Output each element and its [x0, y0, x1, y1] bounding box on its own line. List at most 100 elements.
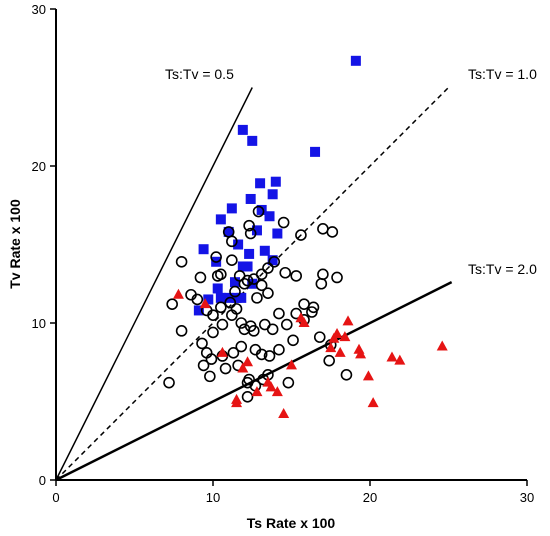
data-point-circle [205, 353, 218, 365]
data-point-circle [194, 271, 207, 284]
data-point-square [251, 225, 262, 236]
data-point-circle [235, 340, 248, 353]
data-point-triangle [237, 362, 249, 373]
data-point-circle [229, 285, 241, 298]
data-point-circle [273, 307, 285, 320]
y-tick-label: 20 [32, 159, 46, 174]
axis-ticks: 0 10 20 30 0 10 20 30 [32, 2, 535, 505]
data-point-circle [282, 376, 295, 389]
data-point-triangle [342, 315, 354, 326]
data-point-circle [227, 347, 240, 359]
data-point-square [259, 245, 270, 256]
data-point-circle [317, 223, 329, 235]
data-point-triangle [231, 397, 243, 408]
data-point-circle [315, 277, 328, 290]
data-point-square [215, 292, 226, 303]
data-point-circle [255, 268, 268, 281]
data-point-circle [215, 301, 227, 314]
data-point-circle [166, 298, 178, 310]
data-point-triangle [286, 359, 297, 370]
data-point-circle [331, 271, 343, 284]
data-point-square [212, 283, 223, 294]
data-point-triangle [339, 331, 351, 342]
x-axis-title: Ts Rate x 100 [247, 515, 336, 531]
data-point-square [256, 204, 267, 215]
reference-line [55, 87, 253, 481]
data-point-circle [226, 309, 238, 321]
data-point-circle [313, 331, 326, 343]
data-point-circle [207, 326, 219, 339]
data-point-circle [290, 270, 303, 282]
data-point-triangle [265, 381, 277, 392]
data-point-circle [326, 226, 339, 238]
data-point-circle [255, 279, 268, 292]
reference-line-label: Ts:Tv = 2.0 [468, 261, 537, 277]
data-point-circle [279, 266, 292, 279]
data-point-triangle [278, 408, 290, 419]
data-point-square [247, 135, 258, 146]
reference-line [55, 86, 450, 481]
data-point-circle [226, 254, 238, 267]
data-point-circle [262, 287, 274, 299]
data-point-triangle [386, 351, 398, 362]
data-point-circle [175, 325, 188, 337]
reference-line-labels: Ts:Tv = 0.5 Ts:Tv = 1.0 Ts:Tv = 2.0 [165, 66, 537, 277]
x-tick-label: 20 [363, 490, 377, 505]
data-point-square [198, 244, 209, 255]
data-point-circle [295, 229, 307, 241]
y-tick-label: 10 [32, 316, 46, 331]
data-point-circle [197, 359, 210, 372]
data-point-triangle [325, 342, 337, 353]
data-point-circle [196, 337, 208, 350]
data-point-circle [277, 216, 290, 229]
data-point-circle [235, 317, 248, 329]
data-point-square [267, 189, 278, 200]
x-tick-label: 0 [52, 490, 59, 505]
data-point-circle [287, 334, 299, 347]
data-point-square [193, 305, 204, 316]
data-point-circle [241, 390, 254, 403]
data-point-square [267, 255, 278, 266]
data-point-circle [251, 292, 263, 304]
data-point-circle [210, 251, 222, 263]
data-point-square [242, 261, 253, 272]
data-point-circle [238, 277, 251, 290]
data-point-circle [224, 296, 237, 309]
data-point-circle [163, 376, 175, 389]
data-point-circle [215, 268, 227, 281]
reference-line-label: Ts:Tv = 1.0 [468, 66, 537, 82]
data-point-triangle [334, 346, 346, 357]
data-point-circle [241, 274, 254, 287]
y-axis-title: Tv Rate x 100 [7, 199, 23, 289]
data-point-triangle [216, 346, 228, 357]
data-point-square [310, 146, 321, 157]
data-point-circle [238, 323, 251, 336]
data-point-circle [204, 370, 216, 383]
data-point-square [226, 203, 237, 214]
data-point-square [245, 193, 256, 204]
data-point-square [244, 248, 255, 259]
data-point-triangle [242, 356, 254, 367]
data-point-triangle [394, 354, 406, 365]
x-tick-label: 30 [520, 490, 534, 505]
data-point-triangle [271, 386, 283, 397]
data-point-square [236, 292, 247, 303]
data-point-square [255, 178, 266, 189]
data-point-triangle [199, 298, 211, 309]
data-point-circle [298, 298, 310, 310]
data-point-triangle [367, 397, 379, 408]
data-point-circle [317, 268, 329, 281]
data-point-circle [175, 255, 188, 268]
data-point-triangle [362, 370, 374, 381]
data-point-circle [207, 309, 219, 321]
data-point-square [350, 55, 361, 66]
data-point-square [264, 211, 275, 222]
data-point-circle [226, 235, 238, 248]
data-point-square [215, 214, 226, 225]
data-points [163, 55, 448, 419]
data-point-circle [262, 262, 274, 274]
y-tick-label: 30 [32, 2, 46, 17]
data-point-circle [307, 301, 320, 314]
data-point-circle [280, 318, 293, 331]
data-point-square [203, 294, 214, 305]
